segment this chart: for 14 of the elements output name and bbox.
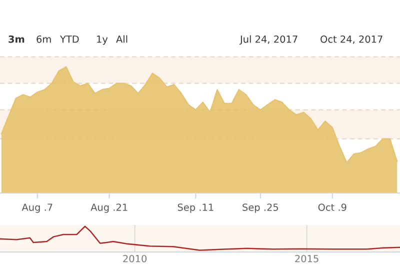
- text: 1y: [97, 36, 108, 45]
- text: 3m: [8, 35, 24, 43]
- x-tick-label: Aug .7: [22, 204, 52, 213]
- x-tick-label: Sep .11: [178, 204, 214, 213]
- x-tick-label: Sep .25: [242, 204, 278, 213]
- text: Oct 24, 2017: [320, 35, 382, 44]
- x-tick-label: Aug .21: [90, 204, 128, 213]
- text: Jul 24, 2017: [239, 35, 298, 45]
- x-tick-label: 2015: [295, 254, 318, 262]
- text: 6m: [36, 35, 51, 43]
- x-tick-label: Oct .9: [318, 204, 346, 211]
- x-tick-label: 2010: [123, 254, 147, 262]
- text: All: [116, 35, 128, 43]
- text: YTD: [60, 36, 79, 43]
